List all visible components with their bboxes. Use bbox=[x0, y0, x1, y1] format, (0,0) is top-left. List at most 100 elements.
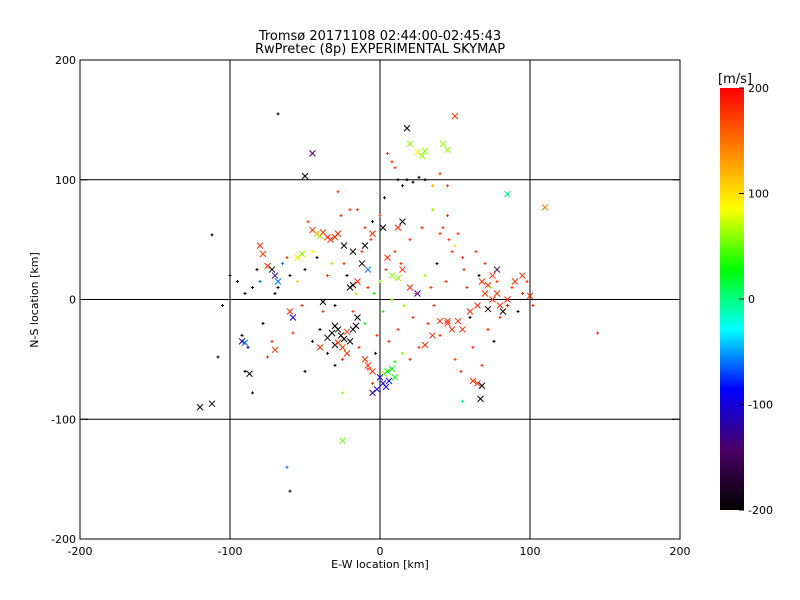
data-point-plus bbox=[432, 303, 436, 307]
data-point-plus bbox=[341, 357, 344, 361]
data-point-x bbox=[399, 218, 406, 226]
x-axis-label: E-W location [km] bbox=[331, 558, 429, 571]
data-point-x bbox=[334, 339, 342, 346]
data-point-x bbox=[343, 350, 351, 357]
data-point-x bbox=[474, 302, 481, 309]
x-axis-ticks: -200 -100 0 100 200 bbox=[68, 60, 691, 558]
data-point-plus bbox=[405, 178, 409, 182]
x-tick-label: -200 bbox=[68, 545, 93, 558]
data-point-x bbox=[421, 341, 429, 349]
data-point-plus bbox=[345, 274, 349, 278]
data-point-plus bbox=[243, 369, 247, 373]
data-point-x bbox=[499, 308, 507, 315]
data-point-x bbox=[301, 172, 309, 180]
data-point-plus bbox=[381, 309, 385, 313]
data-point-plus bbox=[423, 274, 427, 278]
data-point-x bbox=[294, 254, 301, 261]
data-point-plus bbox=[371, 220, 374, 224]
data-point-x bbox=[511, 278, 519, 285]
data-point-x bbox=[208, 400, 216, 408]
data-point-plus bbox=[303, 268, 307, 272]
chart-subtitle: RwPretec (8p) EXPERIMENTAL SKYMAP bbox=[255, 42, 505, 57]
data-point-x bbox=[444, 146, 451, 154]
data-point-plus bbox=[393, 360, 397, 364]
data-point-x bbox=[484, 305, 492, 313]
data-point-plus bbox=[453, 244, 457, 248]
data-point-x bbox=[241, 339, 249, 346]
data-point-plus bbox=[354, 292, 358, 296]
data-point-x bbox=[340, 242, 348, 249]
data-point-plus bbox=[438, 172, 442, 176]
data-point-x bbox=[286, 308, 294, 315]
data-point-plus bbox=[417, 175, 421, 179]
data-point-plus bbox=[288, 274, 292, 278]
data-point-plus bbox=[300, 303, 304, 307]
data-point-plus bbox=[489, 286, 493, 290]
data-point-x bbox=[328, 329, 336, 337]
x-tick-label: 0 bbox=[377, 545, 384, 558]
data-point-plus bbox=[417, 345, 421, 349]
data-point-plus bbox=[378, 280, 382, 284]
data-point-plus bbox=[521, 292, 524, 296]
data-point-x bbox=[352, 322, 360, 330]
data-point-plus bbox=[276, 286, 280, 290]
y-tick-label: -100 bbox=[51, 413, 76, 426]
data-point-plus bbox=[296, 280, 299, 284]
data-point-plus bbox=[468, 315, 472, 319]
data-point-plus bbox=[450, 250, 454, 254]
data-point-plus bbox=[356, 208, 359, 212]
chart-title: Tromsø 20171108 02:44:00-02:45:43 bbox=[258, 29, 501, 44]
data-point-x bbox=[361, 242, 369, 249]
data-point-x bbox=[469, 377, 477, 385]
data-point-x bbox=[406, 140, 414, 148]
data-point-plus bbox=[228, 274, 232, 278]
data-point-plus bbox=[431, 208, 434, 212]
colorbar-tick-label: 100 bbox=[748, 188, 769, 201]
data-point-plus bbox=[411, 180, 415, 184]
data-point-plus bbox=[387, 339, 391, 343]
data-point-plus bbox=[333, 303, 337, 307]
data-point-plus bbox=[336, 190, 340, 194]
data-point-x bbox=[394, 274, 402, 282]
data-point-x bbox=[385, 377, 393, 385]
data-point-plus bbox=[516, 309, 520, 313]
data-point-x bbox=[394, 224, 402, 232]
data-point-x bbox=[541, 203, 549, 211]
colorbar-tick-label: -100 bbox=[748, 399, 773, 412]
data-point-plus bbox=[306, 220, 310, 224]
data-point-plus bbox=[453, 357, 457, 361]
data-point-x bbox=[384, 254, 391, 261]
data-point-plus bbox=[326, 274, 329, 278]
data-point-x bbox=[444, 320, 451, 327]
data-point-x bbox=[246, 370, 253, 378]
data-point-plus bbox=[390, 298, 394, 301]
data-point-plus bbox=[531, 303, 535, 307]
data-point-plus bbox=[506, 303, 509, 307]
data-point-plus bbox=[408, 238, 412, 242]
data-point-x bbox=[429, 332, 436, 339]
data-point-x bbox=[418, 152, 426, 160]
data-point-plus bbox=[315, 256, 319, 260]
data-point-plus bbox=[210, 233, 214, 237]
data-point-plus bbox=[462, 268, 466, 272]
data-point-plus bbox=[255, 268, 259, 272]
data-point-plus bbox=[447, 238, 451, 242]
data-point-x bbox=[334, 326, 342, 333]
data-point-plus bbox=[471, 345, 475, 349]
y-axis-label: N-S location [km] bbox=[28, 252, 41, 348]
data-point-x bbox=[264, 262, 271, 270]
data-point-x bbox=[382, 383, 390, 391]
data-point-plus bbox=[363, 321, 367, 325]
data-point-plus bbox=[393, 166, 397, 170]
data-point-x bbox=[361, 356, 369, 363]
data-point-plus bbox=[339, 214, 343, 218]
data-point-plus bbox=[281, 262, 284, 266]
data-point-x bbox=[519, 272, 526, 279]
data-point-plus bbox=[216, 355, 220, 359]
data-point-x bbox=[388, 272, 396, 279]
data-point-plus bbox=[399, 262, 403, 266]
data-point-plus bbox=[383, 196, 386, 200]
data-point-x bbox=[271, 346, 279, 354]
data-point-plus bbox=[246, 345, 250, 349]
data-point-x bbox=[346, 338, 354, 345]
